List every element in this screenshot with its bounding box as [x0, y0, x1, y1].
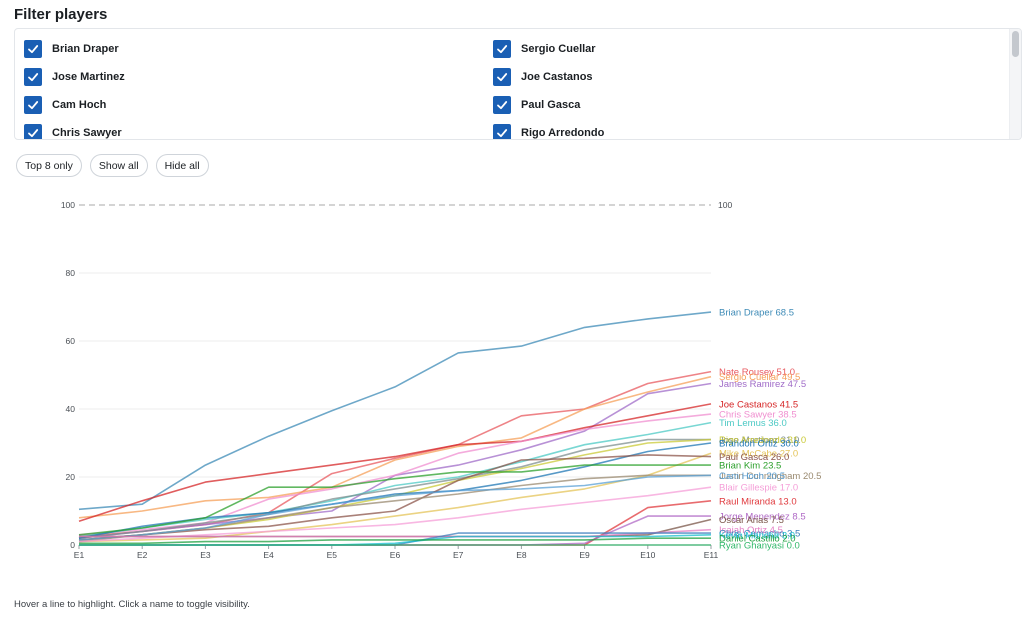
y-tick-label: 40: [66, 404, 76, 414]
player-filter-item[interactable]: Sergio Cuellar: [493, 38, 596, 60]
reference-line-label: 100: [718, 200, 732, 210]
player-filter-label: Sergio Cuellar: [521, 43, 596, 55]
filter-scroll-thumb[interactable]: [1012, 31, 1019, 57]
series-line-14[interactable]: [78, 474, 712, 541]
series-end-label[interactable]: Brian Kim 23.5: [719, 461, 781, 472]
x-tick-label: E11: [704, 550, 719, 560]
series-line-6[interactable]: [78, 421, 712, 538]
x-tick-label: E1: [74, 550, 85, 560]
player-filter-item[interactable]: Chris Sawyer: [24, 122, 122, 139]
player-filter-panel: Brian Draper Sergio Cuellar Jose Martinez J…: [14, 28, 1022, 140]
series-end-label[interactable]: Paul Gasca 26.0: [719, 452, 789, 463]
player-filter-item[interactable]: Jose Martinez: [24, 66, 125, 88]
player-checkbox[interactable]: [24, 68, 42, 86]
player-filter-item[interactable]: Rigo Arredondo: [493, 122, 605, 139]
series-end-label[interactable]: Raul Miranda 13.0: [719, 496, 797, 507]
player-filter-label: Jose Martinez: [52, 71, 125, 83]
series-end-label[interactable]: Jose Martinez 31.0: [719, 435, 799, 446]
player-checkbox[interactable]: [24, 96, 42, 114]
x-tick-label: E7: [453, 550, 464, 560]
series-end-label[interactable]: Oscar Arias 7.5: [719, 515, 784, 526]
line-chart: 0 20 40 60 80 100 100 E1 E2 E3 E4 E5 E6 E7 E8 E9 E10 E11 B…: [61, 200, 822, 560]
series-line-12[interactable]: [78, 464, 711, 536]
series-end-label[interactable]: Mike McCabe 27.0: [719, 449, 798, 460]
series-end-label[interactable]: Jorge Menendez 8.5: [719, 512, 806, 523]
page-title: Filter players: [14, 6, 108, 23]
series-line-11[interactable]: [78, 454, 712, 541]
player-checkbox[interactable]: [493, 40, 511, 58]
x-tick-label: E10: [640, 550, 655, 560]
player-checkbox[interactable]: [493, 124, 511, 139]
series-end-label[interactable]: Tim Lemus 36.0: [719, 418, 787, 429]
hint-text: Hover a line to highlight. Click a name …: [14, 599, 250, 610]
series-line-2[interactable]: [78, 375, 712, 519]
filter-controls: Top 8 only Show all Hide all: [16, 154, 209, 177]
player-filter-item[interactable]: Brian Draper: [24, 38, 119, 60]
series-end-label[interactable]: Brandon Ortiz 30.0: [719, 439, 799, 450]
filter-scrollbar[interactable]: [1009, 29, 1021, 139]
series-end-label[interactable]: Nate Rousey 51.0: [719, 367, 795, 378]
y-tick-label: 60: [66, 336, 76, 346]
series-end-label[interactable]: Kevin Mancha 3.0: [719, 530, 795, 541]
player-filter-label: Rigo Arredondo: [521, 127, 605, 139]
player-filter-label: Joe Castanos: [521, 71, 593, 83]
series-line-4[interactable]: [78, 403, 712, 522]
series-line-22[interactable]: [79, 537, 711, 545]
player-filter-item[interactable]: Paul Gasca: [493, 94, 580, 116]
series-line-0[interactable]: [78, 311, 712, 511]
series-line-7[interactable]: [78, 438, 711, 539]
series-end-label[interactable]: Isaiah Ortiz 4.5: [719, 525, 783, 536]
series-end-label[interactable]: Cam Hoch 20.5: [719, 471, 785, 482]
top8-button[interactable]: Top 8 only: [16, 154, 82, 177]
series-end-label[interactable]: Chris Camacho 3.5: [719, 529, 800, 540]
hide-all-button[interactable]: Hide all: [155, 154, 209, 177]
player-filter-label: Cam Hoch: [52, 99, 107, 111]
series-end-label[interactable]: Chris Sawyer 38.5: [719, 410, 797, 421]
player-checkbox[interactable]: [24, 124, 42, 139]
series-end-label[interactable]: Blair Gillespie 17.0: [719, 483, 798, 494]
series-end-label[interactable]: Justin Cunningham 20.5: [719, 471, 821, 482]
y-tick-label: 20: [66, 472, 76, 482]
series-end-label[interactable]: Rigo Arredondo 31.0: [719, 435, 806, 446]
player-filter-label: Paul Gasca: [521, 99, 581, 111]
series-end-label[interactable]: Joe Castanos 41.5: [719, 399, 798, 410]
y-tick-label: 100: [61, 200, 75, 210]
player-filter-item[interactable]: Cam Hoch: [24, 94, 106, 116]
series-end-label[interactable]: Brian Draper 68.5: [719, 308, 794, 319]
player-filter-label: Chris Sawyer: [52, 127, 122, 139]
y-tick-label: 80: [66, 268, 76, 278]
series-end-label[interactable]: Daniel Castillo 2.0: [719, 534, 796, 545]
y-tick-label: 0: [70, 540, 75, 550]
x-tick-label: E3: [200, 550, 211, 560]
series-end-label[interactable]: James Ramirez 47.5: [719, 379, 806, 390]
x-tick-label: E9: [579, 550, 590, 560]
series-line-10[interactable]: [78, 452, 712, 543]
player-filter-label: Brian Draper: [52, 43, 119, 55]
series-end-label[interactable]: Ryan Ghanyasi 0.0: [719, 541, 800, 552]
x-tick-label: E6: [390, 550, 401, 560]
x-tick-label: E4: [263, 550, 274, 560]
chart-area: 0 20 40 60 80 100 100 E1 E2 E3 E4 E5 E6 E7 E8 E9 E10 E11 B…: [0, 186, 1024, 586]
series-end-label[interactable]: Sergio Cuellar 49.5: [719, 372, 800, 383]
player-checkbox[interactable]: [24, 40, 42, 58]
player-filter-list: Brian Draper Sergio Cuellar Jose Martinez J…: [15, 29, 1009, 139]
x-tick-label: E5: [327, 550, 338, 560]
player-checkbox[interactable]: [493, 96, 511, 114]
x-tick-label: E2: [137, 550, 148, 560]
show-all-button[interactable]: Show all: [89, 154, 148, 177]
player-filter-item[interactable]: Joe Castanos: [493, 66, 593, 88]
player-checkbox[interactable]: [493, 68, 511, 86]
series-line-19[interactable]: [79, 528, 712, 538]
x-tick-label: E8: [516, 550, 527, 560]
